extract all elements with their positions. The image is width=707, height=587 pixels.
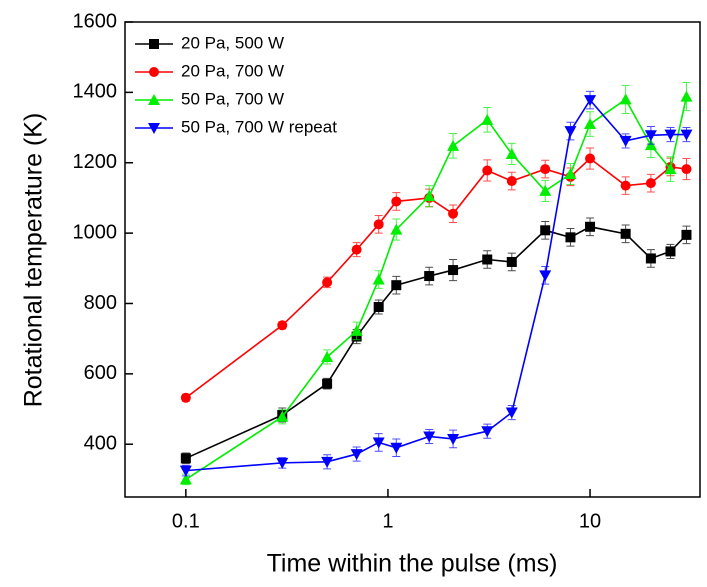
y-tick-label: 1200 — [73, 151, 118, 173]
series-line — [185, 98, 687, 472]
marker — [180, 453, 191, 464]
marker — [372, 437, 385, 449]
marker — [180, 392, 191, 403]
marker — [482, 165, 493, 176]
marker — [149, 39, 159, 49]
series-line — [185, 225, 688, 460]
marker — [584, 118, 597, 130]
marker — [585, 221, 596, 232]
marker — [447, 433, 460, 445]
series-line — [185, 96, 688, 481]
marker — [373, 219, 384, 230]
marker — [424, 271, 435, 282]
x-tick-label: 1 — [382, 510, 393, 532]
legend-label: 20 Pa, 700 W — [181, 61, 284, 80]
marker — [481, 113, 494, 125]
marker — [391, 196, 402, 207]
marker — [322, 378, 333, 389]
marker — [585, 153, 596, 164]
marker — [390, 223, 403, 235]
marker — [664, 163, 677, 175]
marker — [564, 126, 577, 138]
marker — [391, 280, 402, 291]
marker — [681, 164, 692, 175]
y-tick-label: 1600 — [73, 10, 118, 32]
y-axis-label: Rotational temperature (K) — [20, 113, 48, 408]
y-tick-label: 400 — [84, 433, 117, 455]
legend-label: 50 Pa, 700 W — [181, 89, 284, 108]
marker — [179, 473, 192, 485]
marker — [645, 253, 656, 264]
marker — [506, 176, 517, 187]
marker — [620, 180, 631, 191]
marker — [373, 302, 384, 312]
y-tick-label: 1000 — [73, 221, 118, 243]
marker — [277, 320, 288, 331]
marker — [644, 130, 657, 142]
marker — [276, 410, 289, 422]
plot-frame — [124, 21, 701, 498]
marker — [179, 465, 192, 477]
y-tick-label: 800 — [84, 292, 117, 314]
series-line — [185, 157, 687, 399]
marker — [619, 93, 632, 105]
marker — [350, 449, 363, 461]
legend-label: 50 Pa, 700 W repeat — [181, 117, 337, 136]
marker — [540, 225, 551, 236]
marker — [539, 270, 552, 282]
marker — [565, 232, 576, 243]
marker — [448, 208, 459, 219]
marker — [482, 254, 493, 265]
marker — [372, 273, 385, 285]
marker — [505, 407, 518, 419]
legend-label: 20 Pa, 500 W — [181, 33, 284, 52]
marker — [619, 135, 632, 147]
marker — [321, 350, 334, 362]
marker — [447, 139, 460, 151]
marker — [680, 129, 693, 141]
x-tick-label: 0.1 — [172, 510, 200, 532]
marker — [681, 229, 692, 240]
marker — [276, 457, 289, 469]
marker — [540, 164, 551, 175]
marker — [390, 442, 403, 454]
marker — [322, 277, 333, 288]
y-tick-label: 1400 — [73, 81, 118, 103]
marker — [644, 139, 657, 151]
marker — [539, 184, 552, 196]
marker — [148, 123, 160, 134]
marker — [506, 256, 517, 267]
marker — [149, 67, 159, 77]
marker — [350, 324, 363, 336]
marker — [148, 94, 160, 105]
marker — [448, 265, 459, 276]
marker — [564, 168, 577, 179]
marker — [584, 95, 597, 107]
marker — [423, 431, 436, 443]
marker — [664, 129, 677, 141]
marker — [321, 456, 334, 468]
x-axis-label: Time within the pulse (ms) — [267, 550, 558, 578]
marker — [620, 228, 631, 239]
marker — [505, 147, 518, 159]
marker — [665, 246, 676, 257]
marker — [680, 90, 693, 102]
marker — [481, 426, 494, 438]
y-tick-label: 600 — [84, 362, 117, 384]
marker — [423, 190, 436, 202]
x-tick-label: 10 — [579, 510, 601, 532]
marker — [351, 244, 362, 255]
marker — [645, 178, 656, 189]
